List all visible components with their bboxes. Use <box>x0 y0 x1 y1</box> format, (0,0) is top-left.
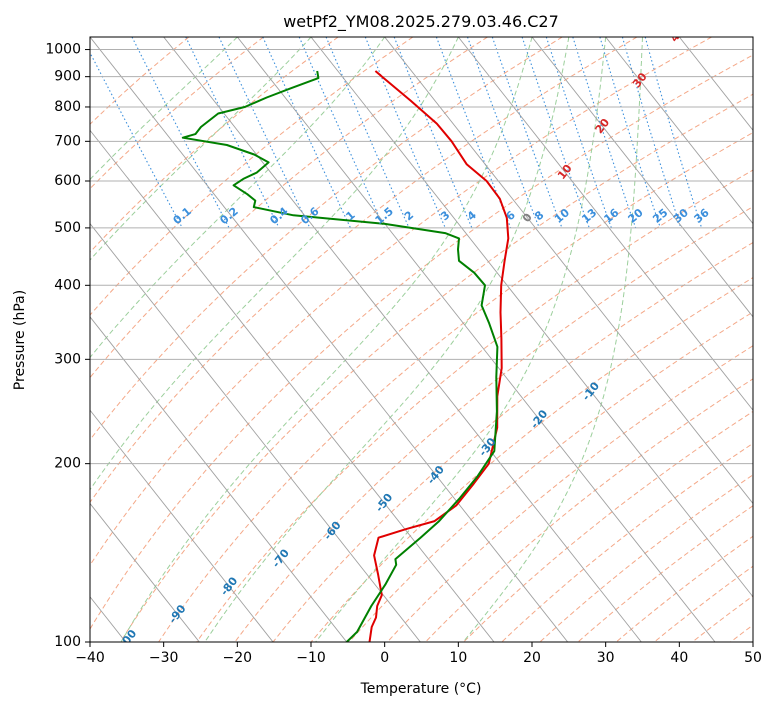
mixing-ratio-line <box>621 37 682 229</box>
mixing-ratio-line <box>521 37 590 229</box>
isotherm-line <box>90 37 569 642</box>
x-tick-label: 40 <box>670 650 688 666</box>
dry-adiabat-line <box>196 169 753 642</box>
isotherm-line <box>163 37 642 642</box>
mixing-ratio-line <box>262 37 351 229</box>
mixing-ratio-line <box>364 37 446 229</box>
y-tick-label: 300 <box>54 351 81 367</box>
axes: −40 −30 −20 −10 0 10 20 30 40 50 1000 900 800 700 600 5… <box>45 42 762 666</box>
moist-adiabat-line <box>120 37 533 642</box>
dry-adiabat-line <box>90 37 339 253</box>
x-tick-label: −20 <box>223 650 253 666</box>
mixing-ratio-line <box>298 37 385 229</box>
x-tick-label: −30 <box>149 650 179 666</box>
mixing-ratio-line <box>491 37 563 229</box>
isotherm-label: 40 <box>667 24 687 44</box>
x-tick-label: 20 <box>523 650 541 666</box>
dry-adiabat-line <box>158 132 753 642</box>
dry-adiabat-line <box>90 37 712 567</box>
y-tick-label: 200 <box>54 456 81 472</box>
dry-adiabat-line <box>90 54 753 631</box>
chart-title: wetPf2_YM08.2025.279.03.46.C27 <box>283 12 559 32</box>
isobars <box>90 49 753 642</box>
dry-adiabat-line <box>90 37 563 441</box>
x-tick-label: 30 <box>597 650 615 666</box>
isotherm-line <box>90 129 495 642</box>
mixing-ratio-line <box>325 37 410 229</box>
y-tick-label: 800 <box>54 99 81 115</box>
dry-adiabat-line <box>501 442 753 642</box>
x-tick-label: 50 <box>744 650 762 666</box>
y-tick-label: 100 <box>54 634 81 650</box>
y-tick-label: 1000 <box>45 42 81 58</box>
isotherm-line <box>310 37 753 598</box>
mixing-ratio-line <box>185 37 280 229</box>
temperature-profile-line <box>368 70 510 642</box>
isotherm-line <box>605 37 753 225</box>
x-axis-label: Temperature (°C) <box>360 681 482 697</box>
isotherm-line <box>90 316 348 642</box>
x-tick-label: 10 <box>449 650 467 666</box>
mixing-ratio-lines <box>90 37 703 229</box>
y-tick-label: 500 <box>54 220 81 236</box>
dry-adiabat-line <box>272 241 753 642</box>
x-tick-label: 0 <box>380 650 389 666</box>
isotherm-line <box>236 37 716 642</box>
isotherm-line <box>457 37 753 411</box>
moist-adiabat-line <box>204 37 570 642</box>
dry-adiabat-line <box>90 37 414 316</box>
dry-adiabat-line <box>615 535 753 642</box>
dewpoint-profile-line <box>181 70 499 642</box>
plot-area: -100-90-80-70-60-50-40-30-20-10010203040… <box>90 24 753 642</box>
y-tick-label: 600 <box>54 173 81 189</box>
y-tick-label: 900 <box>54 69 81 85</box>
mixing-ratio-line <box>572 37 637 229</box>
mixing-ratio-line <box>218 37 311 229</box>
dry-adiabat-line <box>425 378 753 642</box>
dry-adiabat-line <box>120 93 753 642</box>
isotherm-line <box>531 37 753 318</box>
dry-adiabat-line <box>310 277 753 642</box>
profile-series <box>181 70 510 642</box>
isotherm-line <box>90 502 200 642</box>
mixing-ratio-line <box>599 37 661 229</box>
moist-adiabat-line <box>315 37 607 642</box>
isotherm-line <box>90 409 274 642</box>
moist-adiabat-line <box>462 37 643 642</box>
y-tick-label: 400 <box>54 277 81 293</box>
y-tick-label: 700 <box>54 133 81 149</box>
mixing-ratio-line <box>644 37 703 229</box>
dry-adiabat-line <box>539 474 753 642</box>
isotherms <box>90 37 753 642</box>
isotherm-line <box>384 37 753 505</box>
x-tick-label: −40 <box>75 650 105 666</box>
y-axis-label: Pressure (hPa) <box>12 290 28 390</box>
x-tick-label: −10 <box>296 650 326 666</box>
dry-adiabat-line <box>348 311 753 642</box>
plot-frame <box>89 36 754 643</box>
moist-adiabat-line <box>90 37 459 491</box>
dry-adiabat-line <box>90 37 488 379</box>
isotherm-line <box>90 222 421 642</box>
